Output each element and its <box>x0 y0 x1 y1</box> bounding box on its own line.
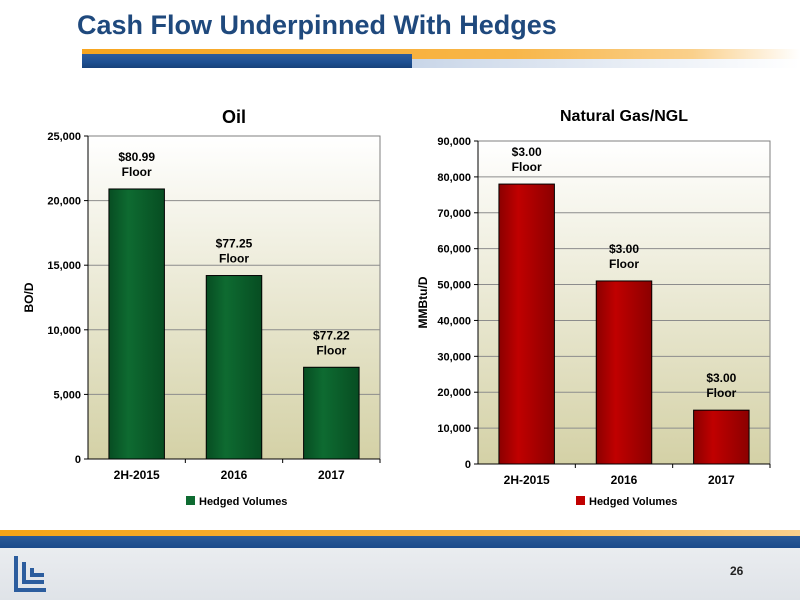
y-tick-label: 0 <box>75 454 81 466</box>
y-tick-label: 0 <box>465 459 471 471</box>
bar <box>498 183 555 465</box>
company-logo-icon <box>14 556 46 592</box>
y-tick-label: 80,000 <box>437 172 471 184</box>
bar <box>303 366 360 460</box>
top-accent-orange-bar <box>82 49 800 59</box>
data-label-type: Floor <box>609 257 639 271</box>
data-label-type: Floor <box>219 252 249 266</box>
data-label-type: Floor <box>122 165 152 179</box>
data-label-price: $3.00 <box>706 371 736 385</box>
y-axis-label: BO/D <box>22 282 36 312</box>
footer-band <box>0 538 800 600</box>
legend-swatch <box>576 496 585 505</box>
y-tick-label: 70,000 <box>437 208 471 220</box>
bottom-accent-blue-bar <box>0 536 800 548</box>
y-tick-label: 10,000 <box>437 423 471 435</box>
gas-chart: Natural Gas/NGL 0 10,000 20,000 30,000 40,000… <box>416 108 771 508</box>
y-tick-label: 30,000 <box>437 351 471 363</box>
y-tick-label: 15,000 <box>47 260 81 272</box>
bar <box>595 280 653 465</box>
chart-title: Natural Gas/NGL <box>560 108 688 125</box>
page-number: 26 <box>730 564 744 578</box>
x-tick-label: 2H-2015 <box>504 473 550 487</box>
bar <box>205 275 263 460</box>
slide-title: Cash Flow Underpinned With Hedges <box>77 10 557 40</box>
legend-label: Hedged Volumes <box>199 496 287 508</box>
data-label-price: $3.00 <box>609 242 639 256</box>
data-label-type: Floor <box>706 386 736 400</box>
top-accent-blue-bar <box>82 54 412 68</box>
bottom-accent-orange-bar <box>0 530 800 537</box>
top-accent-fade-bar <box>412 59 800 68</box>
data-label-price: $3.00 <box>512 145 542 159</box>
x-tick-label: 2016 <box>611 473 638 487</box>
data-label-price: $77.25 <box>216 237 253 251</box>
y-tick-label: 10,000 <box>47 325 81 337</box>
y-tick-label: 60,000 <box>437 244 471 256</box>
y-tick-label: 25,000 <box>47 131 81 143</box>
y-tick-label: 40,000 <box>437 315 471 327</box>
y-tick-label: 20,000 <box>437 387 471 399</box>
data-label-type: Floor <box>316 343 346 357</box>
legend-label: Hedged Volumes <box>589 496 677 508</box>
y-tick-label: 20,000 <box>47 196 81 208</box>
y-tick-label: 5,000 <box>53 389 81 401</box>
bar <box>693 409 750 465</box>
y-tick-label: 90,000 <box>437 136 471 148</box>
x-tick-label: 2016 <box>221 468 248 482</box>
data-label-price: $77.22 <box>313 328 350 342</box>
chart-title: Oil <box>222 107 246 127</box>
legend-swatch <box>186 496 195 505</box>
data-label-price: $80.99 <box>118 150 155 164</box>
x-tick-label: 2017 <box>708 473 735 487</box>
bar <box>108 188 165 460</box>
data-label-type: Floor <box>512 160 542 174</box>
x-tick-label: 2017 <box>318 468 345 482</box>
y-tick-label: 50,000 <box>437 280 471 292</box>
y-axis-label: MMBtu/D <box>416 276 430 328</box>
oil-chart: Oil 0 5,000 10,000 15,000 20,000 25,000 BO/D 2H-… <box>22 107 381 508</box>
x-tick-label: 2H-2015 <box>114 468 160 482</box>
